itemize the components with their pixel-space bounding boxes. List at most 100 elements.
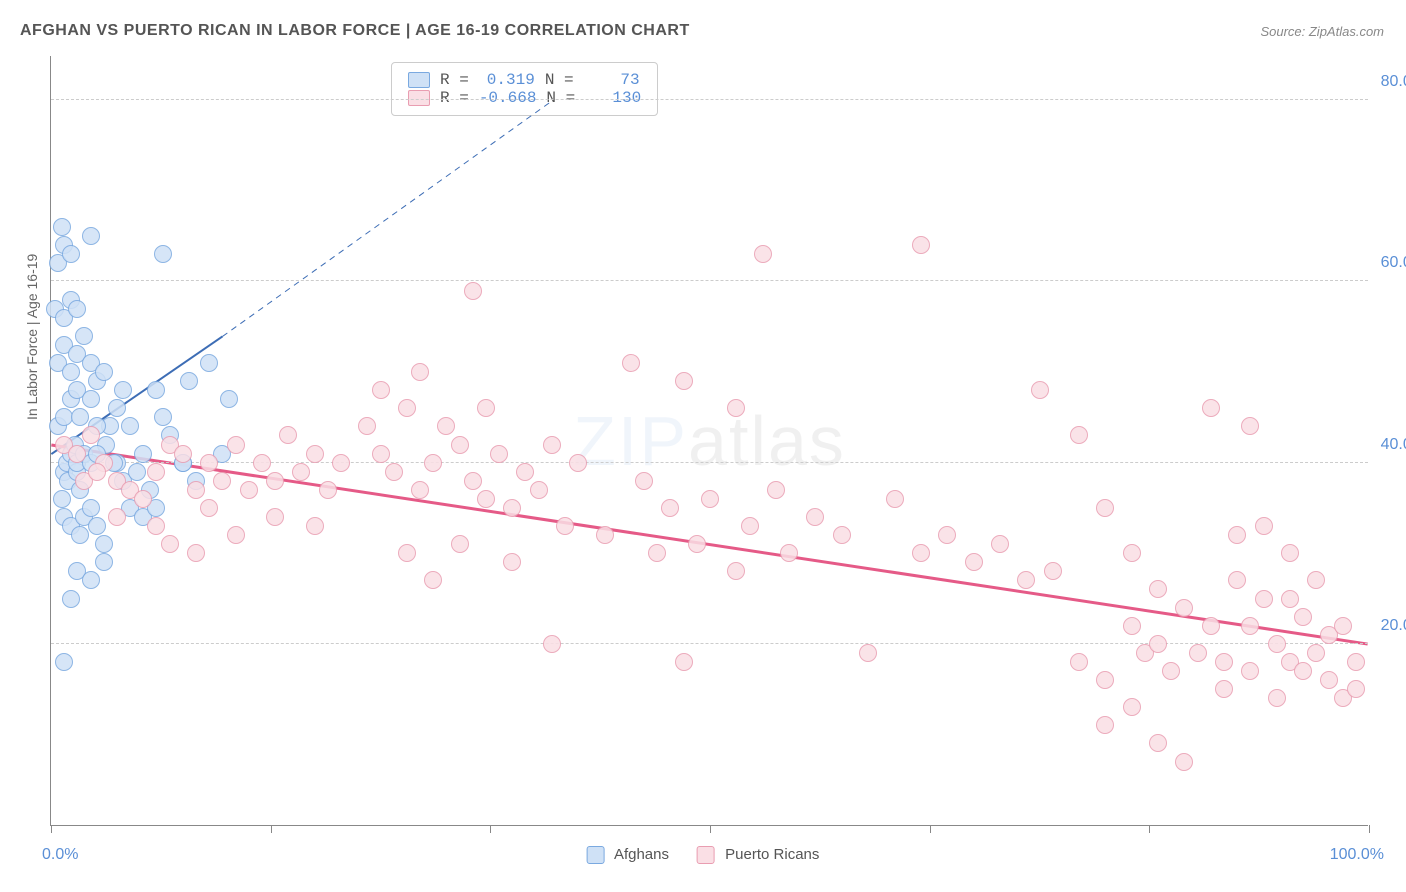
- data-point: [1268, 635, 1286, 653]
- data-point: [62, 245, 80, 263]
- data-point: [398, 399, 416, 417]
- data-point: [227, 436, 245, 454]
- data-point: [82, 390, 100, 408]
- data-point: [53, 490, 71, 508]
- data-point: [82, 499, 100, 517]
- data-point: [75, 327, 93, 345]
- data-point: [319, 481, 337, 499]
- data-point: [154, 245, 172, 263]
- data-point: [1294, 662, 1312, 680]
- data-point: [965, 553, 983, 571]
- data-point: [806, 508, 824, 526]
- data-point: [1334, 617, 1352, 635]
- data-point: [53, 218, 71, 236]
- data-point: [530, 481, 548, 499]
- gridline: [51, 462, 1368, 463]
- data-point: [1096, 671, 1114, 689]
- data-point: [134, 490, 152, 508]
- data-point: [279, 426, 297, 444]
- data-point: [71, 526, 89, 544]
- data-point: [1149, 580, 1167, 598]
- data-point: [154, 408, 172, 426]
- x-tick: [271, 825, 272, 833]
- data-point: [543, 436, 561, 454]
- legend-label: Puerto Ricans: [725, 846, 819, 863]
- data-point: [727, 562, 745, 580]
- y-axis-label: In Labor Force | Age 16-19: [24, 254, 40, 420]
- data-point: [292, 463, 310, 481]
- data-point: [1215, 653, 1233, 671]
- data-point: [134, 445, 152, 463]
- source-label: Source: ZipAtlas.com: [1260, 24, 1384, 39]
- data-point: [372, 445, 390, 463]
- x-axis-max-label: 100.0%: [1330, 846, 1384, 864]
- data-point: [253, 454, 271, 472]
- data-point: [1044, 562, 1062, 580]
- swatch-afghans-icon: [587, 846, 605, 864]
- data-point: [1189, 644, 1207, 662]
- data-point: [180, 372, 198, 390]
- data-point: [82, 227, 100, 245]
- data-point: [503, 499, 521, 517]
- data-point: [88, 463, 106, 481]
- data-point: [464, 282, 482, 300]
- data-point: [1347, 653, 1365, 671]
- data-point: [912, 544, 930, 562]
- data-point: [1162, 662, 1180, 680]
- y-tick-label: 60.0%: [1381, 254, 1406, 272]
- data-point: [200, 354, 218, 372]
- data-point: [1070, 426, 1088, 444]
- data-point: [596, 526, 614, 544]
- data-point: [1123, 617, 1141, 635]
- data-point: [68, 445, 86, 463]
- data-point: [767, 481, 785, 499]
- x-tick: [490, 825, 491, 833]
- data-point: [128, 463, 146, 481]
- data-point: [1241, 662, 1259, 680]
- data-point: [859, 644, 877, 662]
- data-point: [451, 535, 469, 553]
- data-point: [372, 381, 390, 399]
- data-point: [200, 499, 218, 517]
- data-point: [833, 526, 851, 544]
- data-point: [688, 535, 706, 553]
- data-point: [213, 472, 231, 490]
- y-tick-label: 40.0%: [1381, 436, 1406, 454]
- data-point: [227, 526, 245, 544]
- data-point: [108, 508, 126, 526]
- x-axis-min-label: 0.0%: [42, 846, 78, 864]
- data-point: [82, 571, 100, 589]
- x-tick: [710, 825, 711, 833]
- data-point: [161, 535, 179, 553]
- data-point: [1294, 608, 1312, 626]
- data-point: [306, 517, 324, 535]
- data-point: [88, 517, 106, 535]
- data-point: [1228, 571, 1246, 589]
- data-point: [1281, 544, 1299, 562]
- data-point: [675, 372, 693, 390]
- data-point: [332, 454, 350, 472]
- data-point: [437, 417, 455, 435]
- swatch-puertoricans-icon: [697, 846, 715, 864]
- data-point: [200, 454, 218, 472]
- data-point: [398, 544, 416, 562]
- data-point: [358, 417, 376, 435]
- data-point: [114, 381, 132, 399]
- data-point: [490, 445, 508, 463]
- data-point: [220, 390, 238, 408]
- data-point: [1096, 716, 1114, 734]
- data-point: [187, 481, 205, 499]
- data-point: [1255, 590, 1273, 608]
- legend-item-afghans: Afghans: [587, 846, 669, 864]
- data-point: [1281, 590, 1299, 608]
- data-point: [266, 472, 284, 490]
- legend-label: Afghans: [614, 846, 669, 863]
- data-point: [648, 544, 666, 562]
- data-point: [1123, 698, 1141, 716]
- data-point: [1149, 635, 1167, 653]
- data-point: [95, 363, 113, 381]
- data-point: [451, 436, 469, 454]
- data-point: [1202, 617, 1220, 635]
- data-point: [556, 517, 574, 535]
- plot-area: ZIPatlas R = 0.319 N = 73 R = -0.668 N =…: [50, 56, 1368, 826]
